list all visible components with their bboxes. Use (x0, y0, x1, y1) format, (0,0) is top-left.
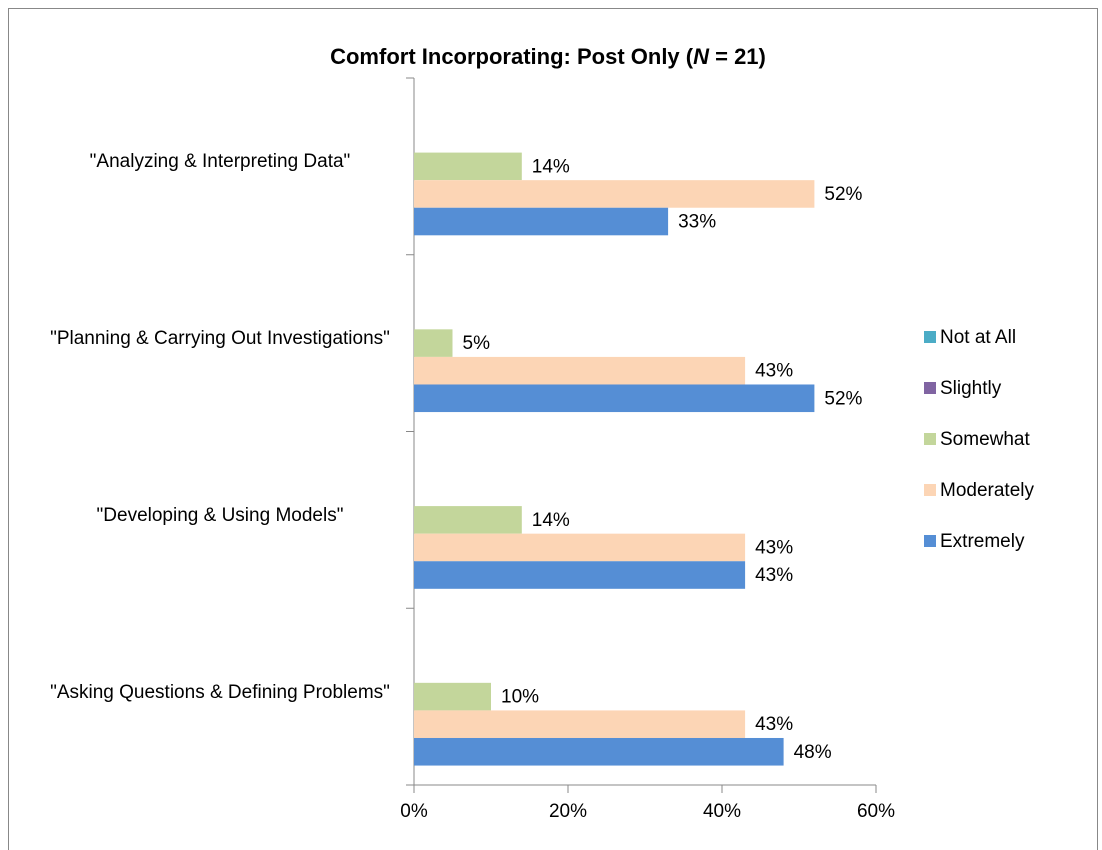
data-label: 14% (532, 510, 570, 531)
category-label: "Planning & Carrying Out Investigations" (50, 328, 390, 350)
data-label: 48% (794, 742, 832, 763)
category-label: "Developing & Using Models" (96, 504, 344, 526)
data-label: 43% (755, 714, 793, 735)
legend-swatch (924, 331, 936, 343)
title-italic: N (693, 44, 710, 69)
x-tick-label: 20% (549, 801, 587, 822)
legend-label: Extremely (940, 531, 1025, 552)
legend-swatch (924, 433, 936, 445)
bar (414, 561, 746, 589)
bar (414, 356, 746, 385)
data-label: 52% (824, 184, 862, 205)
data-label: 52% (824, 388, 862, 409)
legend-label: Somewhat (940, 429, 1030, 450)
x-tick-label: 40% (703, 801, 741, 822)
bar (414, 180, 815, 208)
title-text: Comfort Incorporating: Post Only ( (330, 44, 694, 69)
data-label: 33% (678, 212, 716, 233)
legend-swatch (924, 535, 936, 547)
title-after: = 21) (709, 44, 766, 69)
data-label: 14% (532, 156, 570, 177)
chart-title: Comfort Incorporating: Post Only (N = 21… (330, 44, 766, 69)
category-label: "Asking Questions & Defining Problems" (50, 681, 390, 703)
data-label: 43% (755, 361, 793, 382)
bar (414, 682, 491, 711)
chart-border (8, 8, 1098, 850)
x-tick-label: 0% (400, 801, 428, 822)
bar (414, 737, 784, 766)
bar (414, 533, 746, 562)
legend-swatch (924, 382, 936, 394)
bar (414, 329, 453, 357)
bar (414, 384, 815, 413)
bar (414, 207, 669, 236)
data-label: 43% (755, 565, 793, 586)
legend-label: Moderately (940, 480, 1034, 501)
data-label: 43% (755, 537, 793, 558)
legend-swatch (924, 484, 936, 496)
data-label: 10% (501, 687, 539, 708)
legend-label: Not at All (940, 327, 1016, 348)
bar (414, 710, 746, 738)
bar (414, 152, 522, 181)
legend-label: Slightly (940, 378, 1002, 399)
category-label: "Analyzing & Interpreting Data" (89, 151, 351, 173)
bar (414, 506, 522, 534)
x-tick-label: 60% (857, 801, 895, 822)
data-label: 5% (463, 333, 491, 354)
